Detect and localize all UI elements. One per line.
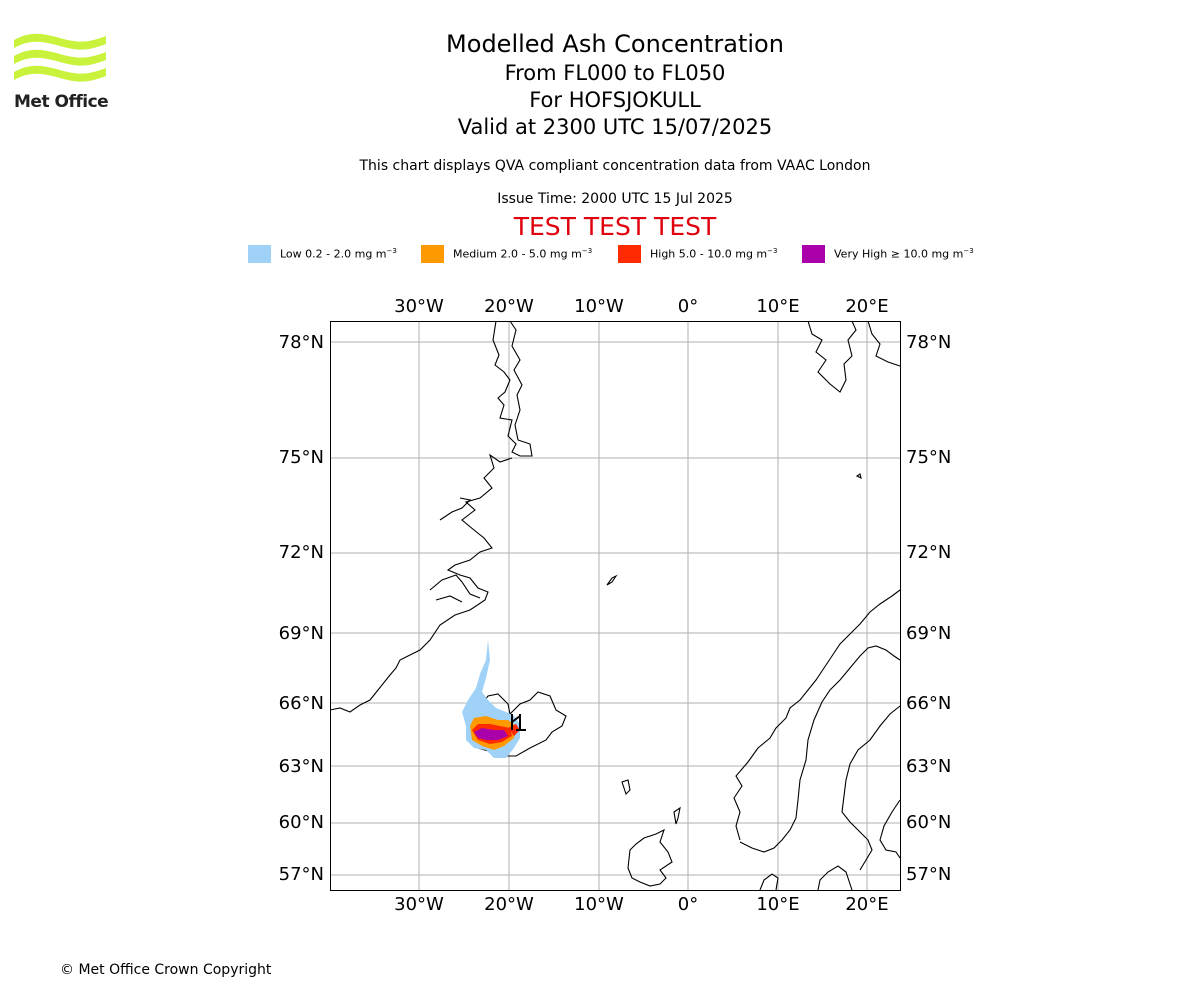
lat-label-left-69n: 69°N bbox=[279, 623, 324, 644]
legend-unit-medium: −3 bbox=[581, 247, 593, 256]
lon-label-top-0: 0° bbox=[678, 296, 698, 317]
lat-label-left-78n: 78°N bbox=[279, 332, 324, 353]
bear-island bbox=[855, 473, 862, 480]
svalbard-coast bbox=[807, 320, 857, 393]
legend-swatch-low bbox=[248, 245, 271, 263]
lon-label-bottom-20e: 20°E bbox=[845, 894, 888, 915]
met-office-waves-icon bbox=[14, 33, 106, 82]
map-grid bbox=[330, 321, 900, 890]
ash-plume bbox=[462, 640, 520, 758]
ash-very-high-region bbox=[474, 728, 508, 740]
volcano-marker-icon bbox=[511, 714, 526, 731]
lat-label-left-66n: 66°N bbox=[279, 693, 324, 714]
lat-label-right-69n: 69°N bbox=[906, 623, 951, 644]
greenland-fjord-1 bbox=[439, 497, 472, 521]
lon-label-bottom-0: 0° bbox=[678, 894, 698, 915]
legend-unit-very-high: −3 bbox=[963, 247, 974, 256]
lat-label-left-63n: 63°N bbox=[279, 756, 324, 777]
lat-label-right-60n: 60°N bbox=[906, 812, 951, 833]
lon-label-bottom-10w: 10°W bbox=[574, 894, 624, 915]
legend-label-medium: Medium 2.0 - 5.0 mg m bbox=[453, 247, 582, 261]
chart-title: Modelled Ash Concentration bbox=[446, 30, 784, 58]
legend-swatch-medium bbox=[421, 245, 444, 263]
legend-unit-high: −3 bbox=[767, 247, 778, 256]
coastlines bbox=[329, 320, 901, 891]
lat-label-left-57n: 57°N bbox=[279, 864, 324, 885]
lon-label-bottom-30w: 30°W bbox=[394, 894, 444, 915]
lon-label-bottom-20w: 20°W bbox=[484, 894, 534, 915]
test-banner: TEST TEST TEST bbox=[513, 212, 717, 241]
copyright: © Met Office Crown Copyright bbox=[60, 962, 272, 978]
lon-label-top-20w: 20°W bbox=[484, 296, 534, 317]
flight-levels: From FL000 to FL050 bbox=[504, 61, 726, 85]
norway-coast bbox=[733, 589, 901, 841]
norway-inland bbox=[739, 645, 901, 853]
finland-coast bbox=[879, 799, 901, 859]
lat-label-left-75n: 75°N bbox=[279, 447, 324, 468]
sweden-south bbox=[817, 865, 853, 891]
legend-item-low: Low 0.2 - 2.0 mg m−3 bbox=[248, 244, 397, 264]
lon-label-top-10e: 10°E bbox=[756, 296, 799, 317]
lat-labels-left: 78°N 75°N 72°N 69°N 66°N 63°N 60°N 57°N bbox=[279, 332, 324, 885]
valid-time: Valid at 2300 UTC 15/07/2025 bbox=[457, 115, 773, 139]
lat-label-right-78n: 78°N bbox=[906, 332, 951, 353]
lon-label-bottom-10e: 10°E bbox=[756, 894, 799, 915]
shetland bbox=[673, 806, 681, 825]
legend: Low 0.2 - 2.0 mg m−3 Medium 2.0 - 5.0 mg… bbox=[0, 244, 1200, 264]
map-frame bbox=[330, 321, 901, 891]
legend-unit-low: −3 bbox=[386, 247, 397, 256]
denmark-coast bbox=[759, 873, 779, 891]
met-office-logo: Met Office bbox=[14, 30, 109, 112]
svalbard-east bbox=[867, 320, 901, 367]
greenland-east-coast bbox=[329, 453, 513, 713]
lat-label-right-72n: 72°N bbox=[906, 542, 951, 563]
lat-label-right-66n: 66°N bbox=[906, 693, 951, 714]
issue-time: Issue Time: 2000 UTC 15 Jul 2025 bbox=[497, 191, 733, 207]
lat-labels-right: 78°N 75°N 72°N 69°N 66°N 63°N 60°N 57°N bbox=[906, 332, 951, 885]
lat-label-right-57n: 57°N bbox=[906, 864, 951, 885]
greenland-coast bbox=[492, 320, 533, 457]
lat-label-right-63n: 63°N bbox=[906, 756, 951, 777]
lat-label-left-60n: 60°N bbox=[279, 812, 324, 833]
lon-labels-bottom: 30°W 20°W 10°W 0° 10°E 20°E bbox=[394, 894, 888, 915]
legend-swatch-high bbox=[618, 245, 641, 263]
title-block: Modelled Ash Concentration From FL000 to… bbox=[315, 28, 915, 141]
lat-label-right-75n: 75°N bbox=[906, 447, 951, 468]
sweden-coast bbox=[841, 705, 901, 871]
legend-label-high: High 5.0 - 10.0 mg m bbox=[650, 247, 768, 261]
jan-mayen bbox=[606, 574, 618, 586]
greenland-fjord-2 bbox=[429, 574, 481, 599]
faroe-islands bbox=[621, 779, 631, 796]
legend-item-medium: Medium 2.0 - 5.0 mg m−3 bbox=[421, 244, 592, 264]
logo-text: Met Office bbox=[14, 92, 109, 112]
lon-label-top-30w: 30°W bbox=[394, 296, 444, 317]
lon-labels-top: 30°W 20°W 10°W 0° 10°E 20°E bbox=[394, 296, 888, 317]
greenland-fjord-3 bbox=[435, 595, 463, 603]
legend-item-high: High 5.0 - 10.0 mg m−3 bbox=[618, 244, 777, 264]
legend-item-very-high: Very High ≥ 10.0 mg m−3 bbox=[802, 244, 974, 264]
lon-label-top-10w: 10°W bbox=[574, 296, 624, 317]
lon-label-top-20e: 20°E bbox=[845, 296, 888, 317]
chart-subtitle: This chart displays QVA compliant concen… bbox=[359, 158, 871, 174]
legend-swatch-very-high bbox=[802, 245, 825, 263]
volcano-name: For HOFSJOKULL bbox=[529, 88, 701, 112]
legend-label-low: Low 0.2 - 2.0 mg m bbox=[280, 247, 387, 261]
scotland-coast bbox=[627, 828, 673, 887]
lat-label-left-72n: 72°N bbox=[279, 542, 324, 563]
legend-label-very-high: Very High ≥ 10.0 mg m bbox=[834, 247, 964, 261]
